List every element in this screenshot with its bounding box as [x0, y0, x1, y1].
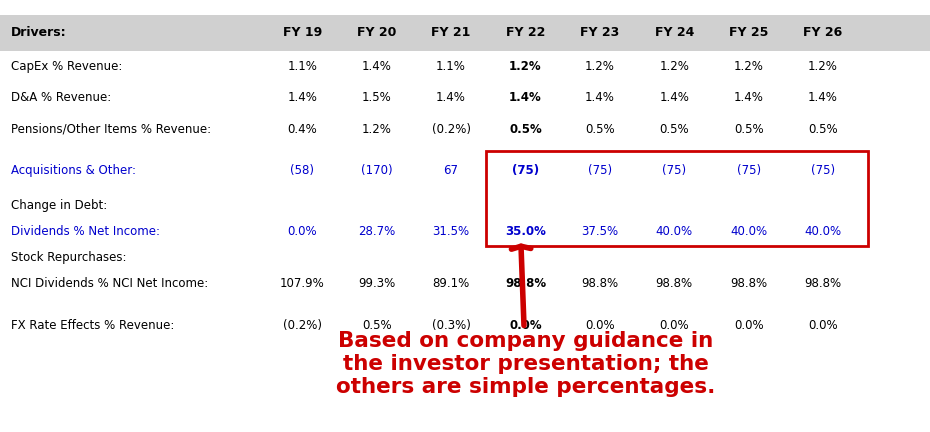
Text: FY 23: FY 23 — [580, 26, 619, 39]
Text: 1.4%: 1.4% — [509, 91, 542, 105]
Text: 1.4%: 1.4% — [734, 91, 764, 105]
Text: FY 22: FY 22 — [506, 26, 545, 39]
Text: 0.0%: 0.0% — [585, 318, 615, 331]
Text: 40.0%: 40.0% — [804, 226, 842, 238]
Text: 98.8%: 98.8% — [656, 277, 693, 290]
Text: 35.0%: 35.0% — [505, 226, 546, 238]
Text: 0.0%: 0.0% — [808, 318, 838, 331]
Text: 1.1%: 1.1% — [436, 60, 466, 73]
Text: NCI Dividends % NCI Net Income:: NCI Dividends % NCI Net Income: — [11, 277, 208, 290]
Text: 98.8%: 98.8% — [581, 277, 618, 290]
Text: Based on company guidance in
the investor presentation; the
others are simple pe: Based on company guidance in the investo… — [336, 246, 715, 397]
Text: 0.0%: 0.0% — [287, 226, 317, 238]
Text: 28.7%: 28.7% — [358, 226, 395, 238]
Text: 99.3%: 99.3% — [358, 277, 395, 290]
Text: 1.2%: 1.2% — [362, 123, 392, 136]
Text: 1.2%: 1.2% — [585, 60, 615, 73]
Text: 1.4%: 1.4% — [362, 60, 392, 73]
Text: 0.5%: 0.5% — [734, 123, 764, 136]
Text: FY 26: FY 26 — [804, 26, 843, 39]
Text: Drivers:: Drivers: — [11, 26, 67, 39]
Text: (75): (75) — [737, 164, 761, 177]
Text: (0.3%): (0.3%) — [432, 318, 471, 331]
Text: (58): (58) — [290, 164, 314, 177]
Text: 1.2%: 1.2% — [808, 60, 838, 73]
Text: 0.5%: 0.5% — [808, 123, 838, 136]
Text: 1.4%: 1.4% — [436, 91, 466, 105]
Text: 0.5%: 0.5% — [362, 318, 392, 331]
Text: 0.0%: 0.0% — [659, 318, 689, 331]
Text: CapEx % Revenue:: CapEx % Revenue: — [11, 60, 123, 73]
Text: 40.0%: 40.0% — [730, 226, 767, 238]
Text: 89.1%: 89.1% — [432, 277, 470, 290]
Text: 31.5%: 31.5% — [432, 226, 470, 238]
Text: 0.5%: 0.5% — [509, 123, 542, 136]
Text: Acquisitions & Other:: Acquisitions & Other: — [11, 164, 136, 177]
Text: 1.4%: 1.4% — [659, 91, 689, 105]
Text: Dividends % Net Income:: Dividends % Net Income: — [11, 226, 160, 238]
Text: 1.5%: 1.5% — [362, 91, 392, 105]
Text: 37.5%: 37.5% — [581, 226, 618, 238]
Text: 98.8%: 98.8% — [505, 277, 546, 290]
Bar — [0, 15, 930, 51]
Text: 98.8%: 98.8% — [730, 277, 767, 290]
Text: 1.2%: 1.2% — [509, 60, 542, 73]
Text: FY 20: FY 20 — [357, 26, 396, 39]
Text: D&A % Revenue:: D&A % Revenue: — [11, 91, 112, 105]
Text: Change in Debt:: Change in Debt: — [11, 200, 107, 213]
Text: (75): (75) — [662, 164, 686, 177]
Text: 0.4%: 0.4% — [287, 123, 317, 136]
Text: (0.2%): (0.2%) — [283, 318, 322, 331]
Text: 0.0%: 0.0% — [509, 318, 542, 331]
Text: 1.4%: 1.4% — [287, 91, 317, 105]
Text: 1.4%: 1.4% — [808, 91, 838, 105]
Text: 107.9%: 107.9% — [280, 277, 325, 290]
Text: 1.4%: 1.4% — [585, 91, 615, 105]
Bar — [486, 151, 868, 245]
Text: 0.5%: 0.5% — [659, 123, 689, 136]
Text: FX Rate Effects % Revenue:: FX Rate Effects % Revenue: — [11, 318, 175, 331]
Text: Pensions/Other Items % Revenue:: Pensions/Other Items % Revenue: — [11, 123, 211, 136]
Text: 1.2%: 1.2% — [734, 60, 764, 73]
Text: 0.5%: 0.5% — [585, 123, 615, 136]
Text: 0.0%: 0.0% — [734, 318, 764, 331]
Text: 1.2%: 1.2% — [659, 60, 689, 73]
Text: FY 21: FY 21 — [432, 26, 471, 39]
Text: FY 19: FY 19 — [283, 26, 322, 39]
Text: 1.1%: 1.1% — [287, 60, 317, 73]
Text: (75): (75) — [811, 164, 835, 177]
Text: 98.8%: 98.8% — [804, 277, 842, 290]
Text: 67: 67 — [444, 164, 458, 177]
Text: (75): (75) — [512, 164, 539, 177]
Text: (170): (170) — [361, 164, 392, 177]
Text: Stock Repurchases:: Stock Repurchases: — [11, 251, 126, 264]
Text: FY 24: FY 24 — [655, 26, 694, 39]
Text: (75): (75) — [588, 164, 612, 177]
Text: 40.0%: 40.0% — [656, 226, 693, 238]
Text: FY 25: FY 25 — [729, 26, 768, 39]
Text: (0.2%): (0.2%) — [432, 123, 471, 136]
